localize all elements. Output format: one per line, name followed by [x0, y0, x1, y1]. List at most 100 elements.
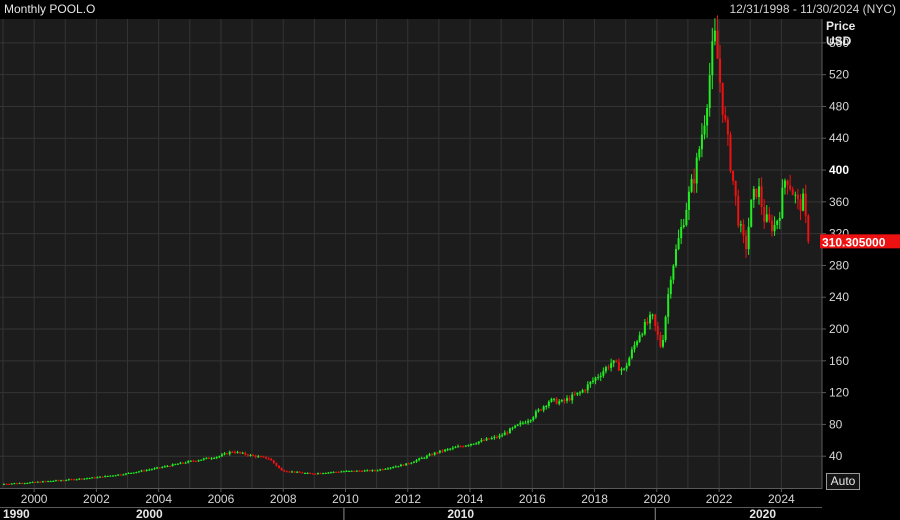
y-tick-label: 120: [829, 386, 849, 400]
decade-label: 1990: [3, 507, 30, 520]
candle-body: [26, 482, 29, 484]
candle-body: [322, 473, 325, 475]
candle-body: [470, 444, 473, 446]
candle-body: [508, 428, 511, 434]
candle-body: [703, 125, 706, 135]
candle-body: [698, 149, 701, 158]
candle-body: [143, 470, 146, 472]
candle-body: [770, 220, 773, 232]
candle-body: [690, 179, 693, 192]
candle-body: [428, 454, 431, 456]
candle-body: [482, 440, 485, 442]
candle-body: [589, 381, 592, 385]
candle-body: [171, 464, 174, 467]
decade-label: 2010: [447, 507, 474, 520]
y-tick-label: 360: [829, 195, 849, 209]
candle-body: [202, 458, 205, 460]
candle-body: [615, 360, 618, 362]
candle-body: [454, 447, 457, 449]
candle-body: [594, 377, 597, 381]
candle-body: [742, 224, 745, 236]
candle-body: [451, 447, 454, 449]
candle-body: [638, 335, 641, 342]
candle-body: [664, 316, 667, 340]
candle-body: [60, 480, 63, 482]
candle-body: [137, 471, 140, 473]
candle-body: [36, 481, 39, 483]
candle-body: [781, 187, 784, 218]
x-tick-label: 2016: [519, 492, 546, 506]
candle-body: [724, 114, 727, 120]
candle-body: [389, 467, 392, 469]
candle-body: [566, 398, 569, 401]
candle-body: [88, 478, 91, 480]
candle-body: [73, 479, 76, 481]
candle-body: [384, 468, 387, 470]
candle-body: [283, 470, 286, 472]
candle-body: [462, 446, 465, 448]
candle-body: [301, 472, 304, 474]
candle-body: [796, 194, 799, 200]
plot-area[interactable]: [0, 19, 822, 488]
candle-body: [228, 451, 231, 455]
candle-body: [252, 454, 255, 456]
candle-body: [752, 188, 755, 200]
candle-body: [620, 368, 623, 371]
date-range: 12/31/1998 - 11/30/2024 (NYC): [729, 2, 896, 16]
candle-body: [578, 392, 581, 394]
candle-body: [98, 476, 101, 478]
candle-body: [514, 425, 517, 428]
candle-body: [41, 481, 44, 483]
candle-body: [31, 481, 34, 483]
x-axis-ticks: 2000 2002 2004 2006 2008 2010 2012 2014 2016 2018…: [21, 488, 795, 506]
candle-body: [15, 483, 18, 485]
candle-body: [540, 409, 543, 411]
candle-body: [368, 470, 371, 472]
candle-body: [166, 466, 169, 468]
candle-body: [729, 134, 732, 171]
candle-body: [521, 422, 524, 424]
candle-body: [617, 361, 620, 371]
candle-body: [114, 475, 117, 477]
candle-body: [150, 469, 153, 471]
candle-body: [249, 454, 252, 456]
y-tick-label: 480: [829, 99, 849, 113]
candle-body: [218, 456, 221, 458]
y-tick-label: 240: [829, 290, 849, 304]
candle-body: [161, 466, 164, 468]
candle-body: [23, 483, 26, 485]
candle-body: [257, 456, 260, 458]
last-price-tag: 310.305000: [820, 234, 900, 249]
candle-body: [656, 326, 659, 335]
candle-body: [86, 478, 89, 480]
candle-body: [109, 475, 112, 477]
candle-body: [278, 465, 281, 468]
candle-body: [296, 471, 299, 473]
candle-body: [674, 249, 677, 266]
candle-body: [732, 170, 735, 181]
candle-body: [28, 482, 31, 484]
candle-body: [651, 314, 654, 316]
candle-body: [687, 191, 690, 210]
candle-body: [130, 472, 133, 474]
candle-body: [630, 349, 633, 358]
candle-body: [285, 471, 288, 473]
candle-body: [646, 321, 649, 324]
candle-body: [545, 405, 548, 407]
candle-body: [262, 456, 265, 458]
candle-body: [355, 470, 358, 472]
candle-body: [532, 417, 535, 421]
candle-body: [62, 480, 65, 482]
candle-body: [433, 452, 436, 455]
candle-body: [34, 481, 37, 483]
y-tick-label: 80: [829, 417, 843, 431]
candle-body: [799, 199, 802, 211]
candle-body: [477, 441, 480, 444]
candle-body: [10, 483, 13, 485]
candle-body: [501, 435, 504, 437]
auto-scale-button[interactable]: Auto: [826, 473, 860, 490]
candle-body: [591, 380, 594, 382]
